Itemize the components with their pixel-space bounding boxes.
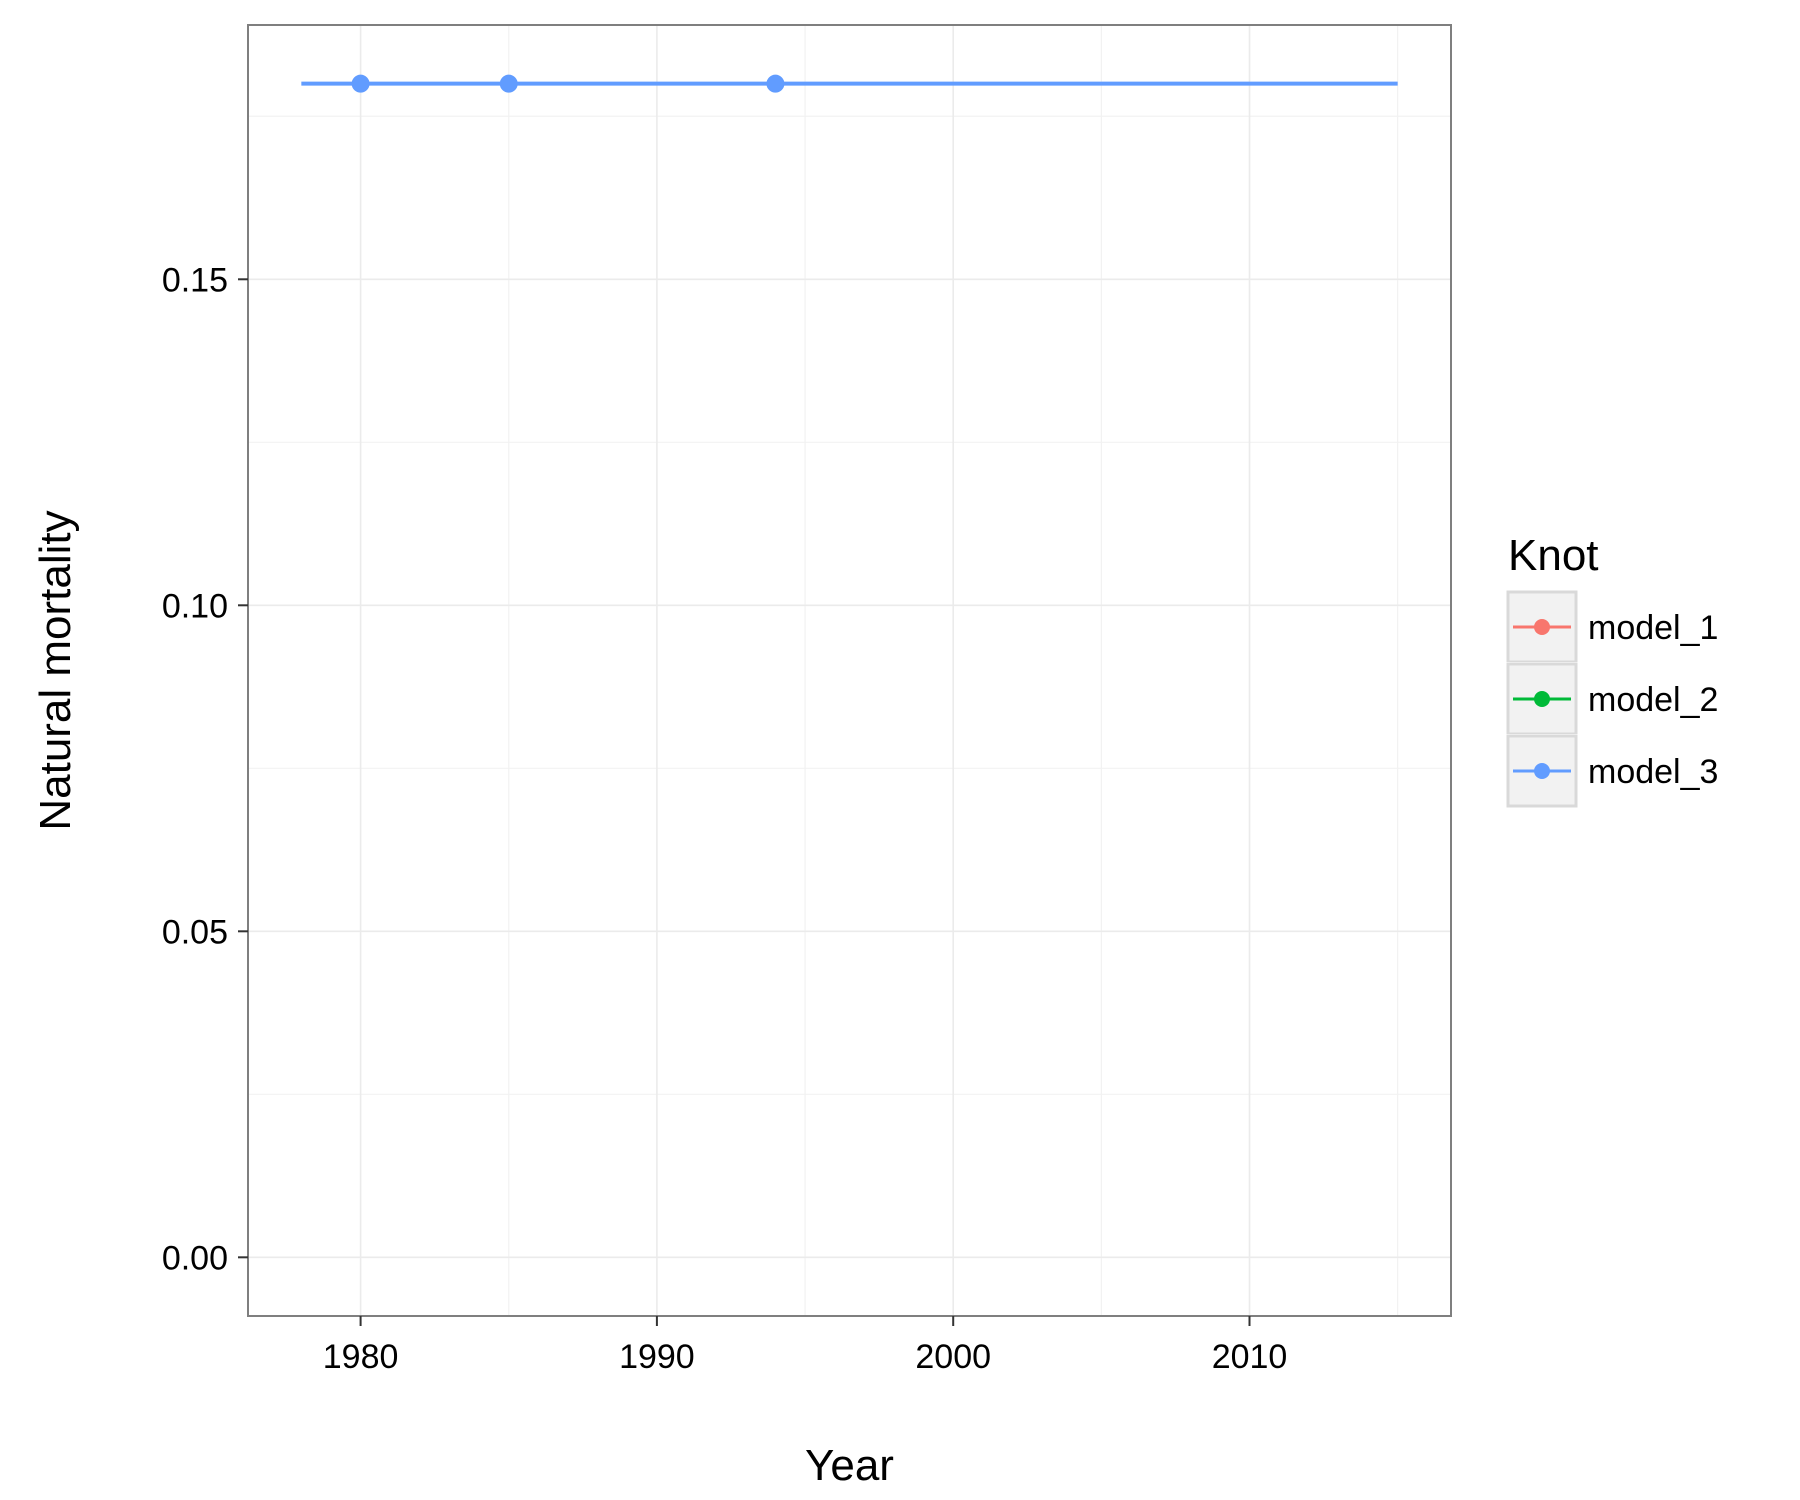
legend-item-model_2: model_2	[1506, 662, 1718, 736]
series-model_3	[301, 74, 1398, 93]
major-gridlines	[248, 25, 1451, 1316]
data-point-model_3	[351, 74, 370, 93]
y-tick-label: 0.10	[162, 587, 228, 625]
data-point-model_3	[766, 74, 785, 93]
y-axis-title: Natural mortality	[31, 510, 80, 830]
legend: Knot model_1 model_2 model_3	[1506, 531, 1718, 808]
x-axis-title: Year	[805, 1441, 894, 1490]
y-tick-label: 0.15	[162, 261, 228, 299]
y-axis: 0.00 0.05 0.10 0.15	[162, 261, 248, 1277]
legend-item-model_3: model_3	[1506, 734, 1718, 808]
x-tick-label: 1980	[323, 1338, 399, 1376]
legend-label: model_2	[1588, 681, 1718, 719]
legend-label: model_1	[1588, 609, 1718, 647]
series-layer	[301, 74, 1398, 93]
y-tick-label: 0.05	[162, 913, 228, 951]
legend-key-point	[1534, 691, 1550, 707]
legend-label: model_3	[1588, 753, 1718, 791]
y-tick-label: 0.00	[162, 1239, 228, 1277]
data-point-model_3	[499, 74, 518, 93]
x-tick-label: 2010	[1212, 1338, 1288, 1376]
plot-panel	[248, 25, 1451, 1316]
x-tick-label: 2000	[915, 1338, 991, 1376]
plot-border	[247, 24, 1452, 1317]
x-tick-label: 1990	[619, 1338, 695, 1376]
legend-key-point	[1534, 619, 1550, 635]
legend-title: Knot	[1508, 531, 1599, 580]
x-axis: 1980 1990 2000 2010	[323, 1316, 1288, 1376]
legend-key-point	[1534, 763, 1550, 779]
legend-item-model_1: model_1	[1506, 590, 1718, 664]
legend-key-border	[1506, 734, 1578, 808]
minor-gridlines	[248, 25, 1451, 1316]
